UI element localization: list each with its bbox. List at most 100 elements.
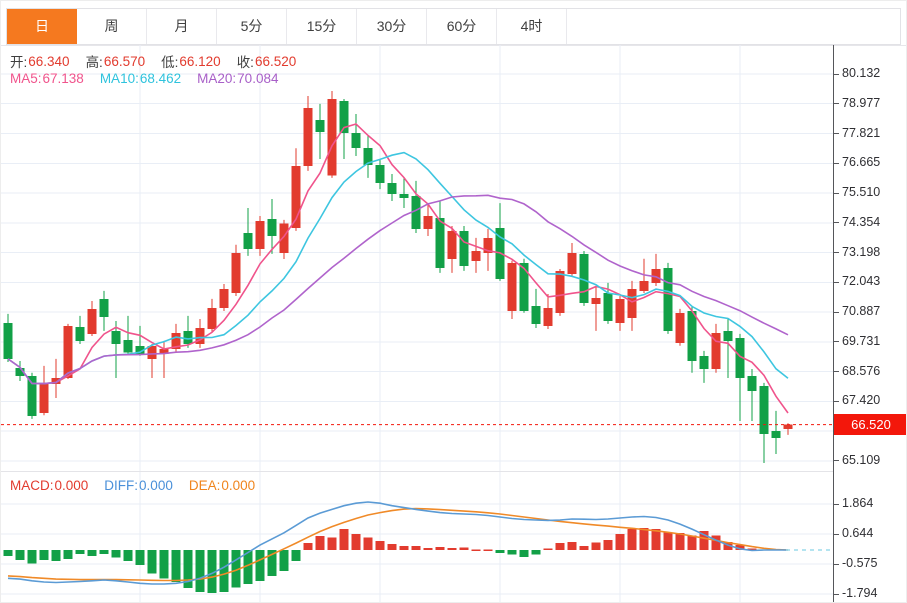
candle-body: [399, 194, 409, 198]
candle-body: [255, 220, 265, 249]
candle-body: [207, 307, 217, 330]
dea-label: DEA:: [188, 478, 221, 493]
macd-bar: [207, 550, 217, 594]
ma5-label: MA5:: [10, 71, 42, 86]
candle-body: [135, 345, 145, 354]
candle-body: [411, 196, 421, 230]
macd-bar: [51, 550, 61, 562]
high-value: 66.570: [103, 53, 146, 69]
tabbar-underline: [1, 45, 906, 46]
price-axis-label: 72.043: [842, 274, 881, 289]
macd-bar: [195, 550, 205, 592]
candle-body: [663, 267, 673, 331]
low-label: 低:: [161, 55, 179, 70]
tab-week[interactable]: 周: [77, 9, 147, 44]
macd-bar: [87, 550, 97, 556]
price-axis-label-tickmark: [834, 162, 839, 164]
macd-bar: [519, 550, 529, 557]
price-axis-label: 75.510: [842, 185, 881, 200]
ohlc-readout: 开: 66.340 高: 66.570 低: 66.120 收: 66.520: [10, 51, 312, 71]
macd-bar: [507, 550, 517, 555]
macd-bar: [183, 550, 193, 589]
candle-body: [567, 252, 577, 274]
price-axis-label: 77.821: [842, 125, 881, 140]
macd-bar: [159, 550, 169, 579]
macd-bar: [135, 550, 145, 565]
macd-bar: [3, 550, 13, 556]
candle-body: [279, 223, 289, 253]
price-axis-label-tickmark: [834, 222, 839, 224]
price-axis-label-tickmark: [834, 341, 839, 343]
candle-body: [423, 215, 433, 230]
macd-bar: [291, 550, 301, 562]
price-axis-label: 78.977: [842, 95, 881, 110]
macd-bar: [447, 548, 457, 550]
tab-30min[interactable]: 30分: [357, 9, 427, 44]
candle-body: [123, 339, 133, 353]
price-axis-label-tickmark: [834, 73, 839, 75]
macd-bar: [303, 542, 313, 550]
high-label: 高:: [85, 55, 103, 70]
macd-axis-label-tickmark: [834, 593, 839, 595]
close-value: 66.520: [254, 53, 297, 69]
price-axis-label: 80.132: [842, 66, 881, 80]
macd-label: MACD:: [10, 478, 54, 493]
open-readout: 开: 66.340: [10, 51, 70, 71]
candle-body: [519, 262, 529, 311]
macd-bar: [27, 550, 37, 564]
diff-value: 0.000: [139, 478, 173, 493]
price-axis-line: [833, 45, 834, 602]
tab-month[interactable]: 月: [147, 9, 217, 44]
macd-bar: [435, 547, 445, 550]
tab-5min[interactable]: 5分: [217, 9, 287, 44]
macd-chart[interactable]: [1, 471, 833, 603]
candle-body: [555, 270, 565, 314]
macd-bar: [315, 535, 325, 550]
period-tabbar: 日周月 5分 15分 30分 60分 4时: [6, 8, 901, 45]
macd-bar: [747, 548, 757, 551]
ma5-value: 67.138: [42, 71, 84, 86]
price-axis-label-tickmark: [834, 133, 839, 135]
macd-bar: [327, 537, 337, 550]
macd-bar: [15, 550, 25, 560]
macd-bar: [363, 537, 373, 550]
price-axis-label: 70.887: [842, 304, 881, 319]
price-axis-label: 69.731: [842, 333, 881, 348]
price-axis-label: 67.420: [842, 393, 881, 408]
candle-body: [459, 230, 469, 266]
macd-bar: [255, 550, 265, 581]
macd-bar: [483, 549, 493, 551]
candle-body: [615, 298, 625, 323]
macd-bar: [603, 540, 613, 550]
candle-body: [351, 133, 361, 148]
dea-value: 0.000: [221, 478, 256, 493]
candle-body: [759, 385, 769, 434]
candlestick-chart[interactable]: [1, 45, 833, 471]
diff-label: DIFF:: [104, 478, 139, 493]
candle-body: [651, 268, 661, 283]
candle-body: [723, 330, 733, 341]
ma10-label: MA10:: [99, 71, 139, 86]
tab-60min[interactable]: 60分: [427, 9, 497, 44]
diff-line: [7, 501, 788, 585]
price-axis-label-tickmark: [834, 311, 839, 313]
ma20-readout: MA20: 70.084: [197, 71, 278, 86]
tab-day[interactable]: 日: [7, 9, 77, 44]
open-label: 开:: [10, 55, 28, 70]
tab-4hour[interactable]: 4时: [497, 9, 567, 44]
candle-body: [639, 280, 649, 291]
current-price-tag: 66.520: [834, 414, 906, 436]
tab-15min[interactable]: 15分: [287, 9, 357, 44]
macd-bar: [543, 548, 553, 551]
macd-bar: [651, 528, 661, 550]
candle-body: [747, 375, 757, 391]
open-value: 66.340: [28, 53, 70, 69]
macd-axis-label: -1.794: [842, 586, 878, 601]
price-axis-label-tickmark: [834, 400, 839, 402]
macd-bar: [99, 550, 109, 555]
ma5-line: [7, 123, 789, 414]
macd-bar: [675, 533, 685, 550]
candle-body: [387, 182, 397, 195]
candle-body: [435, 218, 445, 268]
macd-axis-label: 1.864: [842, 496, 874, 511]
